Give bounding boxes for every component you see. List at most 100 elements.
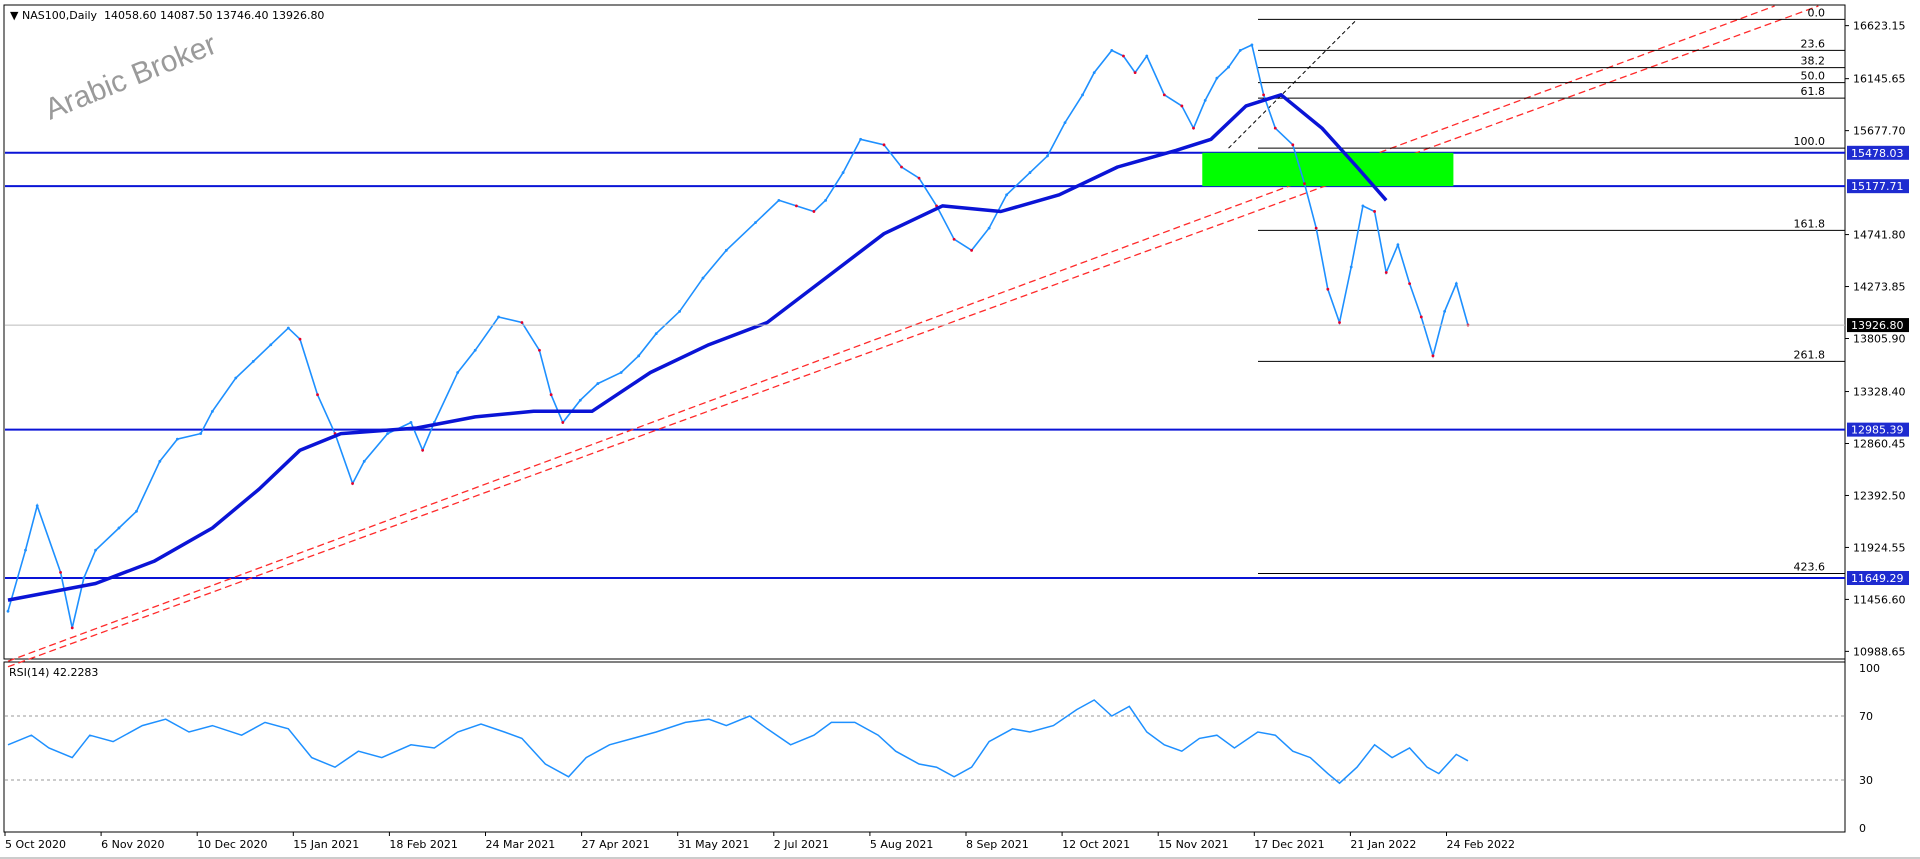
time-axis: 5 Oct 2020 6 Nov 2020 10 Dec 2020 15 Jan 20… (4, 832, 1515, 851)
price-tag-0: 15478.03 (1851, 147, 1904, 160)
time-tick-9: 5 Aug 2021 (870, 838, 933, 851)
price-point-11 (199, 432, 203, 435)
trendline-1 (7, 5, 1775, 662)
price-point-0 (6, 609, 10, 613)
price-point-81 (1361, 204, 1365, 208)
price-tag-box-1 (1847, 179, 1909, 194)
price-point-86 (1419, 315, 1423, 319)
price-point-84 (1396, 243, 1400, 247)
price-point-78 (1326, 287, 1330, 291)
symbol-dropdown-icon[interactable]: ▼ (10, 9, 19, 22)
rsi-line (7, 699, 1469, 785)
price-point-80 (1349, 265, 1353, 269)
price-point-17 (298, 337, 302, 341)
price-point-20 (351, 482, 354, 485)
price-tag-box-0 (1847, 145, 1909, 160)
price-point-28 (497, 315, 500, 319)
price-point-46 (841, 171, 845, 174)
time-tick-13: 17 Dec 2021 (1254, 838, 1324, 851)
price-point-12 (211, 409, 214, 413)
price-point-32 (561, 421, 565, 424)
price-point-49 (900, 165, 903, 169)
price-tick-11: 10988.65 (1853, 645, 1906, 658)
price-point-47 (859, 137, 863, 141)
price-point-43 (795, 204, 798, 208)
time-tick-7: 31 May 2021 (678, 838, 750, 851)
price-point-56 (1028, 171, 1032, 174)
price-point-36 (637, 354, 641, 358)
price-point-9 (158, 459, 162, 463)
rsi-tick-1: 70 (1859, 710, 1873, 723)
price-point-73 (1262, 93, 1265, 97)
price-point-14 (251, 359, 255, 363)
fib-label-8: 423.6 (1794, 560, 1826, 573)
price-point-16 (286, 326, 290, 330)
price-point-72 (1250, 43, 1254, 47)
price-point-75 (1291, 143, 1295, 147)
horizontal-levels (5, 151, 1845, 580)
price-point-62 (1122, 54, 1125, 58)
price-point-89 (1454, 282, 1458, 286)
rsi-label: RSI(14) 42.2283 (9, 666, 98, 679)
price-point-60 (1092, 71, 1096, 75)
fib-label-4: 61.8 (1801, 85, 1826, 98)
price-point-10 (175, 437, 179, 441)
green-zone-group (1202, 152, 1454, 187)
price-tag-1: 15177.71 (1851, 180, 1904, 193)
time-tick-5: 24 Mar 2021 (486, 838, 556, 851)
price-tick-8: 12392.50 (1853, 489, 1906, 502)
price-point-44 (812, 210, 816, 213)
ohlc-values: 14058.60 14087.50 13746.40 13926.80 (104, 9, 324, 22)
fib-label-1: 23.6 (1801, 37, 1826, 50)
time-tick-11: 12 Oct 2021 (1062, 838, 1130, 851)
rsi-pane: 100 70 30 0 (5, 662, 1880, 835)
price-point-41 (754, 221, 757, 224)
time-tick-12: 15 Nov 2021 (1158, 838, 1228, 851)
price-point-79 (1338, 321, 1341, 324)
time-tick-8: 2 Jul 2021 (774, 838, 829, 851)
price-point-13 (234, 376, 238, 380)
price-tag-4: 11649.29 (1851, 572, 1904, 585)
price-point-35 (619, 371, 623, 374)
rsi-pane-frame (3, 661, 1846, 833)
price-tick-4: 14273.85 (1853, 281, 1906, 294)
price-point-45 (824, 198, 827, 202)
price-point-71 (1238, 49, 1242, 52)
price-point-61 (1110, 49, 1114, 52)
price-point-38 (678, 309, 681, 313)
price-point-31 (549, 393, 553, 397)
watermark: Arabic Broker (40, 28, 221, 127)
time-tick-10: 8 Sep 2021 (966, 838, 1029, 851)
price-point-74 (1273, 126, 1277, 130)
price-point-39 (701, 276, 705, 280)
price-point-53 (970, 248, 973, 252)
fib-label-0: 0.0 (1808, 6, 1826, 19)
price-tag-box-4 (1847, 571, 1909, 586)
price-point-5 (82, 576, 86, 580)
price-point-33 (578, 398, 582, 402)
price-point-50 (917, 176, 921, 180)
trendline-2 (7, 5, 1819, 668)
price-point-52 (952, 237, 956, 241)
price-point-58 (1063, 121, 1067, 125)
price-tag-box-3 (1847, 422, 1909, 437)
time-tick-15: 24 Feb 2022 (1447, 838, 1515, 851)
price-tags: 15478.03 15177.71 13926.80 12985.39 11649.29 (5, 145, 1909, 586)
price-point-65 (1162, 93, 1166, 97)
price-point-29 (520, 321, 524, 324)
price-tick-0: 16623.15 (1853, 20, 1906, 33)
rsi-tick-2: 30 (1859, 774, 1873, 787)
price-point-54 (987, 226, 991, 230)
fib-label-2: 38.2 (1801, 55, 1826, 68)
price-tick-7: 12860.45 (1853, 438, 1906, 451)
price-point-6 (94, 548, 97, 552)
price-tag-box-2 (1847, 318, 1909, 333)
time-tick-14: 21 Jan 2022 (1350, 838, 1416, 851)
time-tick-6: 27 Apr 2021 (582, 838, 650, 851)
price-tick-1: 16145.65 (1853, 73, 1906, 86)
fib-label-5: 100.0 (1794, 135, 1826, 148)
price-point-48 (882, 143, 886, 147)
price-point-59 (1081, 93, 1084, 97)
time-tick-1: 6 Nov 2020 (101, 838, 164, 851)
price-point-1 (24, 548, 27, 552)
